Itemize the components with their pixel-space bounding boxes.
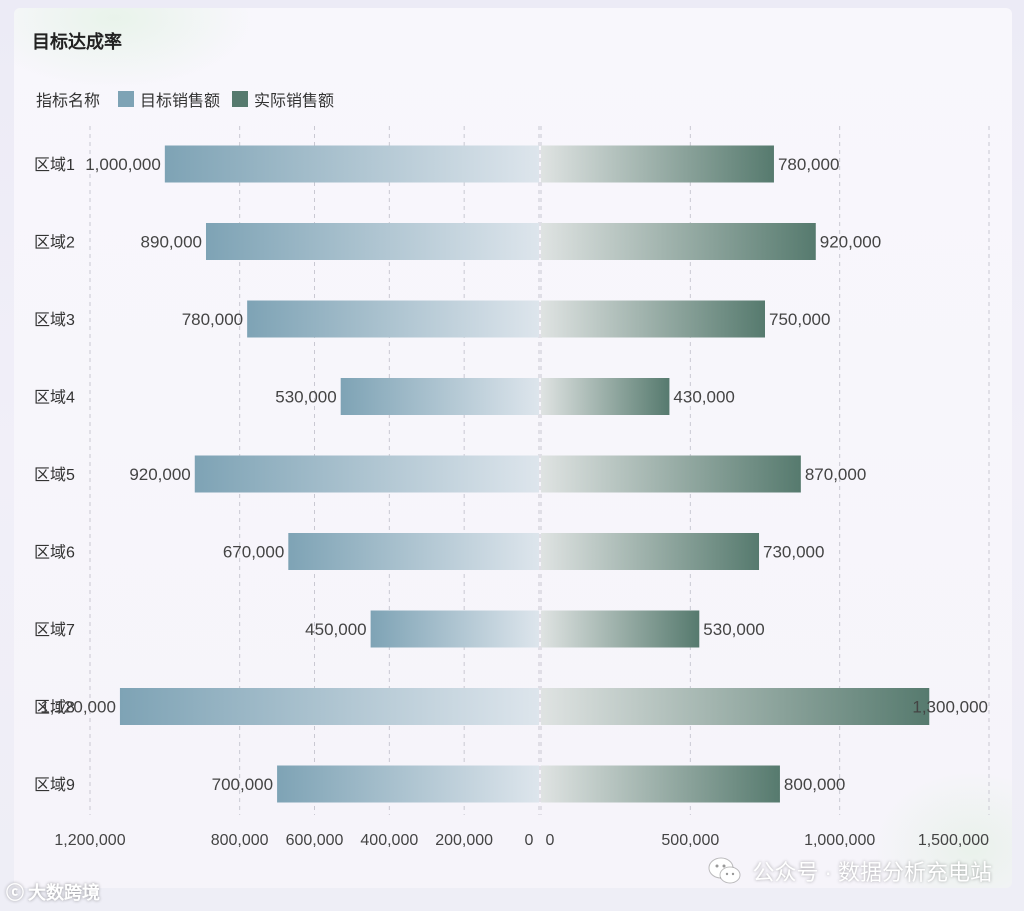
- watermark: 公众号 · 数据分析充电站: [708, 855, 992, 887]
- legend-swatch: [232, 91, 249, 107]
- value-label-actual: 1,300,000: [912, 698, 988, 717]
- value-label-actual: 800,000: [784, 775, 845, 794]
- bars: [119, 145, 930, 803]
- legend-item-label: 实际销售额: [254, 93, 335, 110]
- bar-actual[interactable]: [541, 610, 700, 648]
- labels: 0 200,000 400,000 600,000 800,000 1,200,000 0 5…: [34, 155, 989, 849]
- brand-watermark: ⓒ 大数跨境: [6, 879, 100, 905]
- value-label-actual: 430,000: [673, 388, 734, 407]
- value-label-target: 670,000: [223, 543, 284, 562]
- bar-target[interactable]: [288, 533, 539, 570]
- bar-actual[interactable]: [541, 300, 765, 338]
- category-label: 区域1: [34, 156, 75, 174]
- category-label: 区域8: [34, 699, 75, 717]
- bar-actual[interactable]: [541, 145, 774, 183]
- bar-actual[interactable]: [541, 378, 670, 415]
- bar-target[interactable]: [370, 610, 539, 648]
- legend-label: 指标名称: [36, 93, 101, 110]
- x-tick-label-left: 0: [525, 832, 534, 849]
- legend-swatch: [118, 91, 135, 107]
- bar-target[interactable]: [340, 378, 539, 415]
- bar-target[interactable]: [194, 455, 539, 493]
- category-label: 区域2: [34, 234, 75, 252]
- value-label-target: 920,000: [129, 465, 190, 484]
- bar-actual[interactable]: [541, 533, 760, 570]
- value-label-target: 890,000: [141, 233, 202, 252]
- bar-actual[interactable]: [541, 223, 816, 260]
- x-tick-label-left: 200,000: [435, 832, 493, 849]
- category-label: 区域4: [34, 389, 75, 407]
- x-tick-label-left: 800,000: [211, 832, 269, 849]
- watermark-text: 公众号 · 数据分析充电站: [752, 860, 992, 885]
- value-label-target: 1,120,000: [40, 698, 116, 717]
- x-tick-label-left: 400,000: [360, 832, 418, 849]
- bar-actual[interactable]: [541, 765, 780, 803]
- category-label: 区域7: [34, 621, 75, 639]
- x-tick-label-left: 1,200,000: [54, 832, 125, 849]
- value-label-target: 780,000: [182, 310, 243, 329]
- bar-target[interactable]: [119, 688, 539, 725]
- wechat-icon: [708, 857, 741, 884]
- value-label-target: 700,000: [212, 775, 273, 794]
- value-label-target: 530,000: [275, 388, 336, 407]
- legend: 指标名称 目标销售额 实际销售额: [36, 87, 346, 111]
- value-label-actual: 780,000: [778, 155, 839, 174]
- chart-title: 目标达成率: [32, 32, 122, 52]
- x-tick-label-left: 600,000: [286, 832, 344, 849]
- bar-actual[interactable]: [541, 688, 930, 725]
- bar-target[interactable]: [247, 300, 539, 338]
- legend-item-label: 目标销售额: [140, 93, 221, 110]
- value-label-target: 450,000: [305, 620, 366, 639]
- x-tick-label-right: 1,500,000: [918, 832, 989, 849]
- x-tick-label-right: 1,000,000: [804, 832, 875, 849]
- brand-logo-icon: ⓒ: [6, 883, 24, 903]
- value-label-actual: 750,000: [769, 310, 830, 329]
- value-label-actual: 870,000: [805, 465, 866, 484]
- value-label-actual: 730,000: [763, 543, 824, 562]
- category-label: 区域3: [34, 311, 75, 329]
- x-tick-label-right: 0: [546, 832, 555, 849]
- bar-target[interactable]: [277, 765, 539, 803]
- category-label: 区域9: [34, 776, 75, 794]
- legend-item-target[interactable]: 目标销售额: [118, 87, 220, 111]
- x-tick-label-right: 500,000: [661, 832, 719, 849]
- brand-text: 大数跨境: [28, 883, 100, 903]
- category-label: 区域6: [34, 544, 75, 562]
- bar-target[interactable]: [164, 145, 540, 183]
- category-label: 区域5: [34, 466, 75, 484]
- value-label-actual: 530,000: [703, 620, 764, 639]
- value-label-actual: 920,000: [820, 233, 881, 252]
- legend-item-actual[interactable]: 实际销售额: [232, 87, 334, 111]
- value-label-target: 1,000,000: [85, 155, 161, 174]
- bar-actual[interactable]: [541, 455, 801, 493]
- bar-target[interactable]: [205, 223, 539, 260]
